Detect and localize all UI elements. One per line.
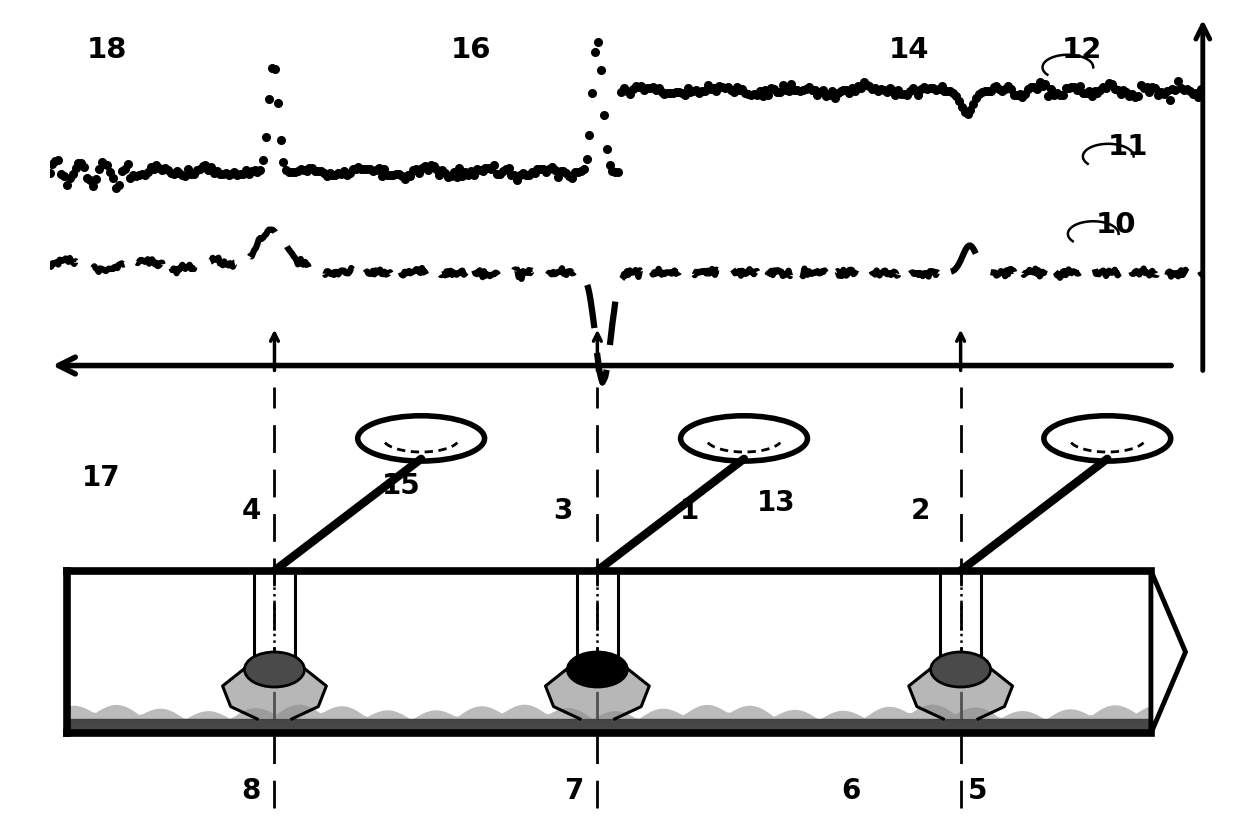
Polygon shape bbox=[223, 661, 326, 719]
Text: 4: 4 bbox=[242, 497, 262, 525]
Polygon shape bbox=[67, 705, 1151, 733]
Ellipse shape bbox=[568, 652, 627, 687]
Text: 11: 11 bbox=[1107, 133, 1148, 162]
Polygon shape bbox=[546, 661, 650, 719]
Text: 8: 8 bbox=[242, 777, 262, 805]
Text: 18: 18 bbox=[87, 36, 128, 64]
Text: 2: 2 bbox=[910, 497, 930, 525]
Text: 10: 10 bbox=[1096, 211, 1137, 239]
Ellipse shape bbox=[244, 652, 305, 687]
Ellipse shape bbox=[931, 652, 991, 687]
Text: 15: 15 bbox=[382, 472, 420, 500]
Polygon shape bbox=[909, 661, 1013, 719]
Text: 6: 6 bbox=[842, 777, 861, 805]
Text: 13: 13 bbox=[756, 489, 795, 517]
Text: 16: 16 bbox=[450, 36, 491, 64]
Text: 7: 7 bbox=[564, 777, 584, 805]
Text: 14: 14 bbox=[889, 36, 929, 64]
Text: 5: 5 bbox=[968, 777, 988, 805]
Text: 3: 3 bbox=[553, 497, 573, 525]
Text: 17: 17 bbox=[82, 464, 120, 492]
Text: 12: 12 bbox=[1061, 36, 1102, 64]
Text: 1: 1 bbox=[680, 497, 699, 525]
